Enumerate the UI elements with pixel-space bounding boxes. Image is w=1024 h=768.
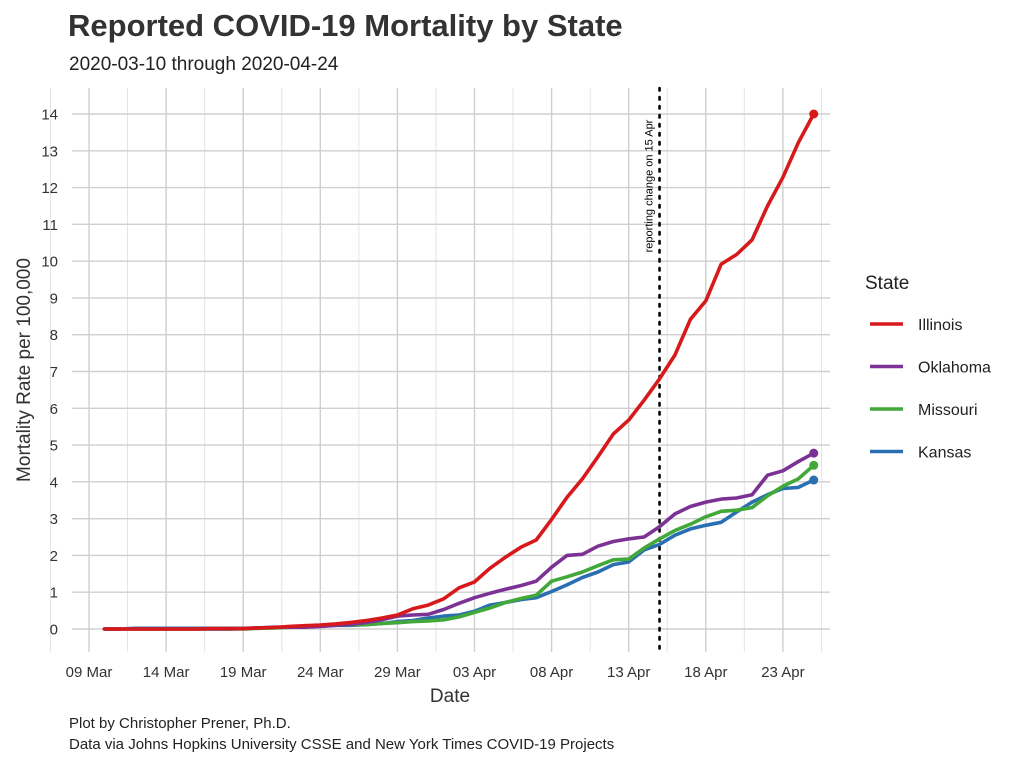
x-tick-label: 08 Apr bbox=[530, 664, 573, 681]
y-tick-label: 2 bbox=[50, 548, 58, 565]
series-endpoint-oklahoma bbox=[809, 448, 819, 458]
legend-label-missouri: Missouri bbox=[918, 402, 978, 419]
y-tick-label: 3 bbox=[50, 511, 58, 528]
y-tick-label: 7 bbox=[50, 364, 58, 381]
caption-author: Plot by Christopher Prener, Ph.D. bbox=[69, 715, 291, 732]
x-tick-label: 13 Apr bbox=[607, 664, 650, 681]
y-tick-label: 9 bbox=[50, 290, 58, 307]
y-tick-label: 4 bbox=[50, 474, 58, 491]
x-tick-labels: 09 Mar 14 Mar 19 Mar 24 Mar 29 Mar 03 Apr 08 A… bbox=[66, 664, 805, 681]
annotation-layer: reporting change on 15 Apr bbox=[644, 86, 661, 654]
x-tick-label: 24 Mar bbox=[297, 664, 344, 681]
y-tick-label: 1 bbox=[50, 585, 58, 602]
legend-label-kansas: Kansas bbox=[918, 445, 971, 462]
series-line-illinois bbox=[102, 112, 816, 631]
legend: State Illinois Oklahoma Missouri Kansas bbox=[865, 273, 991, 462]
x-tick-label: 19 Mar bbox=[220, 664, 267, 681]
chart-subtitle: 2020-03-10 through 2020-04-24 bbox=[69, 54, 339, 75]
series-endpoint-kansas bbox=[809, 475, 819, 485]
y-tick-label: 0 bbox=[50, 622, 58, 639]
y-tick-label: 10 bbox=[41, 254, 58, 271]
y-tick-label: 12 bbox=[41, 180, 58, 197]
x-axis-title: Date bbox=[430, 686, 470, 707]
y-tick-label: 11 bbox=[42, 217, 58, 234]
y-tick-label: 6 bbox=[50, 401, 58, 418]
series-layer bbox=[102, 109, 819, 631]
series-endpoint-missouri bbox=[809, 460, 819, 470]
x-tick-label: 14 Mar bbox=[143, 664, 190, 681]
series-line-oklahoma bbox=[102, 451, 816, 631]
grid-lines bbox=[49, 88, 830, 652]
y-axis-title: Mortality Rate per 100,000 bbox=[14, 258, 35, 482]
y-tick-label: 5 bbox=[50, 438, 58, 455]
legend-label-illinois: Illinois bbox=[918, 317, 962, 334]
y-tick-label: 13 bbox=[41, 143, 58, 160]
legend-label-oklahoma: Oklahoma bbox=[918, 360, 991, 377]
y-tick-label: 14 bbox=[41, 107, 58, 124]
x-tick-label: 03 Apr bbox=[453, 664, 496, 681]
y-tick-label: 8 bbox=[50, 327, 58, 344]
legend-title: State bbox=[865, 273, 909, 294]
chart-title: Reported COVID-19 Mortality by State bbox=[68, 8, 623, 43]
x-tick-label: 18 Apr bbox=[684, 664, 727, 681]
x-tick-label: 09 Mar bbox=[66, 664, 113, 681]
x-tick-label: 29 Mar bbox=[374, 664, 421, 681]
x-tick-label: 23 Apr bbox=[761, 664, 804, 681]
series-endpoint-illinois bbox=[809, 109, 819, 119]
reporting-change-label: reporting change on 15 Apr bbox=[644, 119, 656, 252]
caption-source: Data via Johns Hopkins University CSSE a… bbox=[69, 736, 615, 753]
